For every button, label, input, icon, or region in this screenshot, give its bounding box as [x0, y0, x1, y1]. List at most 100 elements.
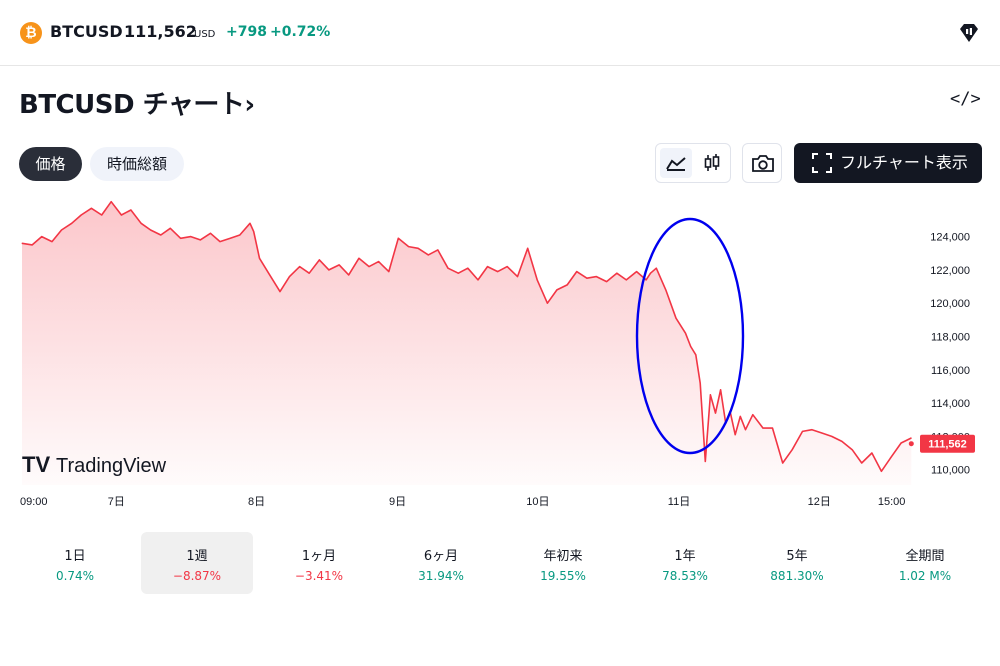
price-point	[348, 274, 350, 276]
price-point	[704, 460, 706, 462]
price-point	[229, 237, 231, 239]
price-point	[269, 274, 271, 276]
price-point	[219, 241, 221, 243]
price-point	[388, 271, 390, 273]
price-point	[821, 432, 823, 434]
svg-text:TV: TV	[22, 452, 50, 477]
price-change-percent: +0.72%	[270, 24, 331, 40]
page-title[interactable]: BTCUSD チャート›	[19, 90, 255, 120]
price-point	[130, 209, 132, 211]
y-tick-label: 114,000	[931, 398, 970, 410]
price-point	[576, 271, 578, 273]
candlestick-button[interactable]	[696, 148, 728, 178]
x-tick-label: 09:00	[20, 496, 48, 508]
performance-periods: 1日 0.74% 1週 −8.87% 1ヶ月 −3.41% 6ヶ月 31.94%…	[0, 532, 1000, 594]
price-point	[685, 332, 686, 334]
period-6m[interactable]: 6ヶ月 31.94%	[385, 532, 497, 594]
price-point	[437, 249, 439, 251]
area-chart-button[interactable]	[660, 148, 692, 178]
period-1m[interactable]: 1ヶ月 −3.41%	[263, 532, 375, 594]
price-point	[665, 289, 667, 291]
price-point	[180, 237, 182, 239]
price-point	[709, 394, 711, 396]
period-1w[interactable]: 1週 −8.87%	[141, 532, 253, 594]
price-point	[259, 257, 260, 259]
period-ytd[interactable]: 年初来 19.55%	[507, 532, 619, 594]
price-point	[160, 234, 162, 236]
period-1d[interactable]: 1日 0.74%	[19, 532, 131, 594]
price-point	[21, 242, 23, 244]
symbol-name[interactable]: BTCUSD	[50, 22, 123, 41]
code-embed-icon[interactable]: </>	[950, 89, 981, 109]
period-value: −8.87%	[172, 569, 222, 583]
price-point	[715, 412, 716, 414]
price-chart[interactable]: 110,000112,000114,000116,000118,000120,0…	[0, 195, 1000, 515]
full-chart-label: フルチャート表示	[840, 153, 968, 172]
price-point	[734, 434, 736, 436]
currency-label: USD	[194, 29, 216, 40]
price-point	[802, 430, 803, 432]
period-value: −3.41%	[294, 569, 344, 583]
full-chart-button[interactable]: フルチャート表示	[794, 143, 982, 183]
price-point	[690, 346, 692, 347]
price-point	[41, 236, 43, 238]
price-point	[408, 246, 410, 248]
period-all[interactable]: 全期間 1.02 M%	[869, 532, 981, 594]
y-tick-label: 120,000	[930, 298, 970, 310]
y-tick-label: 116,000	[931, 365, 970, 377]
price-point	[169, 227, 171, 229]
x-tick-label: 8日	[248, 496, 265, 508]
price-point	[457, 272, 459, 274]
price-point	[90, 207, 92, 209]
price-point	[318, 259, 320, 261]
price-change: +798	[226, 24, 267, 40]
y-tick-label: 122,000	[930, 265, 970, 277]
price-point	[517, 276, 518, 278]
price-point	[299, 266, 301, 268]
price-point	[606, 281, 608, 283]
snapshot-button[interactable]	[742, 143, 782, 183]
period-value: 1.02 M%	[898, 569, 952, 583]
price-point	[239, 234, 241, 236]
tab-market-cap[interactable]: 時価総額	[90, 147, 184, 181]
y-tick-label: 124,000	[930, 232, 970, 244]
price-point	[645, 279, 647, 281]
price-point	[199, 239, 201, 241]
price-point	[358, 257, 360, 259]
price-point	[477, 279, 479, 281]
tab-price[interactable]: 価格	[19, 147, 82, 181]
price-point	[752, 414, 754, 416]
price-point	[368, 266, 370, 268]
price-point	[308, 272, 310, 274]
period-value: 0.74%	[55, 569, 95, 583]
last-value-badge	[920, 434, 975, 453]
price-point	[811, 429, 813, 431]
price-point	[427, 254, 429, 256]
price-point	[497, 271, 499, 273]
period-label: 5年	[786, 549, 808, 564]
bitcoin-icon: ₿	[20, 22, 42, 44]
period-5y[interactable]: 5年 881.30%	[741, 532, 853, 594]
price-area-fill	[22, 201, 912, 485]
period-value: 19.55%	[540, 569, 586, 583]
period-value: 78.53%	[662, 569, 708, 583]
price-point	[249, 222, 251, 224]
price-point	[861, 462, 863, 464]
last-point-dot	[908, 441, 914, 447]
price-point	[650, 272, 651, 274]
price-point	[328, 269, 330, 271]
price-point	[762, 427, 764, 429]
price-point	[720, 389, 722, 391]
price-point	[417, 247, 419, 249]
price-point	[851, 449, 853, 451]
tradingview-diamond-icon[interactable]	[956, 20, 982, 46]
price-point	[880, 470, 882, 472]
price-point	[782, 462, 784, 464]
candlestick-icon	[704, 154, 720, 171]
chart-type-toggle	[655, 143, 731, 183]
area-chart-icon	[666, 157, 686, 171]
price-point	[546, 302, 548, 304]
price-point	[791, 449, 793, 451]
period-1y[interactable]: 1年 78.53%	[629, 532, 741, 594]
period-label: 6ヶ月	[423, 549, 459, 564]
